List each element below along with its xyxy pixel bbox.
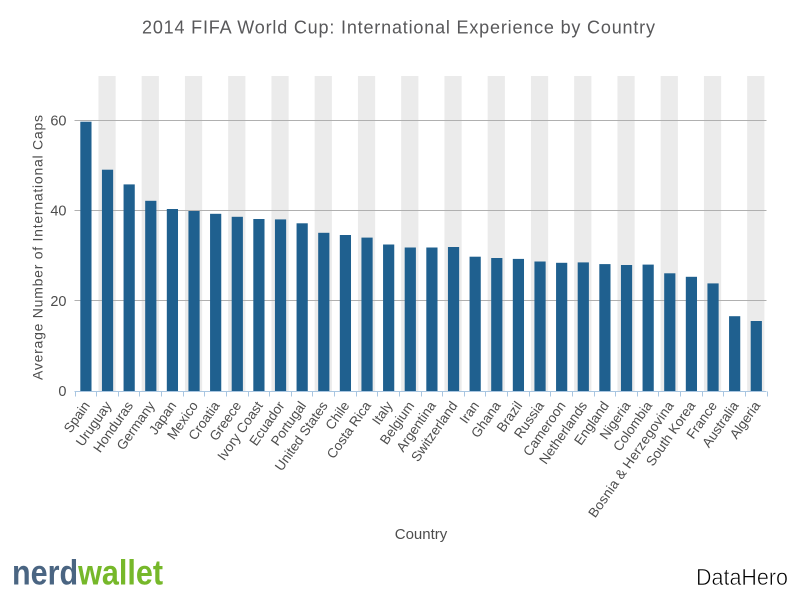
svg-text:0: 0 [58, 384, 66, 400]
svg-text:Country: Country [395, 526, 448, 543]
svg-text:DataHero: DataHero [696, 564, 788, 590]
svg-text:60: 60 [50, 113, 66, 129]
svg-text:Average Number of Internationa: Average Number of International Caps [30, 115, 46, 380]
svg-text:nerdwallet: nerdwallet [12, 554, 163, 593]
svg-text:20: 20 [50, 294, 66, 310]
svg-text:2014 FIFA World Cup: Internati: 2014 FIFA World Cup: International Exper… [142, 18, 655, 38]
svg-text:40: 40 [50, 204, 66, 220]
